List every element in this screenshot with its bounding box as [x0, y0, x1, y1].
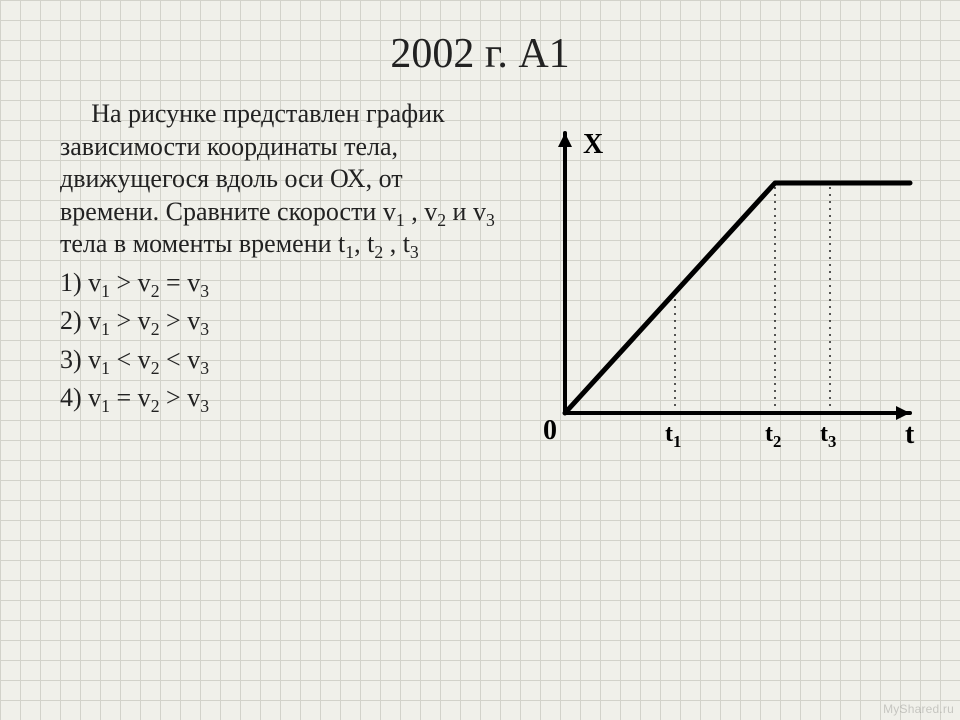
opt-frag: 4) v: [60, 383, 101, 412]
opt-frag: 3) v: [60, 345, 101, 374]
sub: 1: [345, 242, 354, 262]
opt-frag: < v: [160, 345, 201, 374]
para-frag: , v: [405, 197, 438, 226]
sub: 3: [486, 210, 495, 230]
svg-text:X: X: [583, 129, 603, 160]
svg-text:t2: t2: [765, 421, 781, 451]
para-frag: и v: [446, 197, 486, 226]
sub: 3: [200, 281, 209, 301]
sub: 3: [410, 242, 419, 262]
svg-text:0: 0: [543, 415, 557, 446]
sub: 2: [151, 281, 160, 301]
svg-text:t3: t3: [820, 421, 836, 451]
para-frag: тела в моменты времени t: [60, 229, 345, 258]
option-1: 1) v1 > v2 = v3: [60, 267, 500, 300]
sub: 1: [101, 281, 110, 301]
svg-text:t1: t1: [665, 421, 681, 451]
opt-frag: = v: [160, 268, 201, 297]
opt-frag: > v: [160, 383, 201, 412]
watermark: MyShared.ru: [883, 702, 954, 716]
answer-options: 1) v1 > v2 = v3 2) v1 > v2 > v3 3) v1 < …: [60, 267, 500, 415]
opt-frag: 1) v: [60, 268, 101, 297]
opt-frag: < v: [110, 345, 151, 374]
sub: 2: [151, 396, 160, 416]
problem-text-column: На рисунке представлен график зависимост…: [60, 98, 500, 415]
option-4: 4) v1 = v2 > v3: [60, 382, 500, 415]
option-2: 2) v1 > v2 > v3: [60, 305, 500, 338]
content-row: На рисунке представлен график зависимост…: [0, 88, 960, 415]
sub: 3: [200, 396, 209, 416]
para-frag: , t: [354, 229, 374, 258]
sub: 3: [200, 358, 209, 378]
sub: 2: [151, 358, 160, 378]
problem-paragraph: На рисунке представлен график зависимост…: [60, 98, 500, 261]
para-frag: , t: [383, 229, 410, 258]
sub: 2: [374, 242, 383, 262]
sub: 1: [101, 396, 110, 416]
svg-text:t: t: [905, 419, 915, 450]
opt-frag: = v: [110, 383, 151, 412]
graph-column: Xt0t1t2t3: [500, 98, 930, 415]
para-frag: На рисунке представлен график зависимост…: [60, 99, 445, 226]
option-3: 3) v1 < v2 < v3: [60, 344, 500, 377]
sub: 2: [437, 210, 446, 230]
opt-frag: > v: [110, 306, 151, 335]
page-title: 2002 г. А1: [0, 0, 960, 88]
sub: 1: [101, 358, 110, 378]
opt-frag: 2) v: [60, 306, 101, 335]
opt-frag: > v: [110, 268, 151, 297]
sub: 1: [396, 210, 405, 230]
opt-frag: > v: [160, 306, 201, 335]
sub: 2: [151, 319, 160, 339]
sub: 1: [101, 319, 110, 339]
position-time-graph: Xt 0 t1 t2 t3: [510, 108, 940, 468]
sub: 3: [200, 319, 209, 339]
